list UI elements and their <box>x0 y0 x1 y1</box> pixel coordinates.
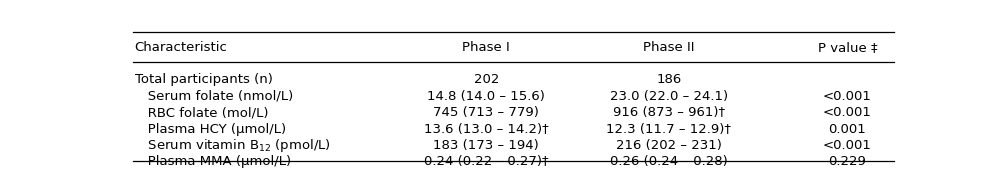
Text: 23.0 (22.0 – 24.1): 23.0 (22.0 – 24.1) <box>610 90 727 102</box>
Text: 186: 186 <box>656 73 681 86</box>
Text: 0.229: 0.229 <box>829 155 867 169</box>
Text: <0.001: <0.001 <box>823 106 872 119</box>
Text: P value ‡: P value ‡ <box>818 41 878 54</box>
Text: Characteristic: Characteristic <box>134 41 227 54</box>
Text: 916 (873 – 961)†: 916 (873 – 961)† <box>613 106 724 119</box>
Text: Plasma MMA (μmol/L): Plasma MMA (μmol/L) <box>134 155 291 169</box>
Text: 14.8 (14.0 – 15.6): 14.8 (14.0 – 15.6) <box>428 90 545 102</box>
Text: 12.3 (11.7 – 12.9)†: 12.3 (11.7 – 12.9)† <box>606 123 731 136</box>
Text: Serum folate (nmol/L): Serum folate (nmol/L) <box>134 90 293 102</box>
Text: Total participants (n): Total participants (n) <box>134 73 273 86</box>
Text: 183 (173 – 194): 183 (173 – 194) <box>434 139 539 152</box>
Text: 0.001: 0.001 <box>829 123 867 136</box>
Text: 0.24 (0.22 – 0.27)†: 0.24 (0.22 – 0.27)† <box>424 155 549 169</box>
Text: 202: 202 <box>474 73 499 86</box>
Text: <0.001: <0.001 <box>823 139 872 152</box>
Text: Phase II: Phase II <box>643 41 694 54</box>
Text: RBC folate (mol/L): RBC folate (mol/L) <box>134 106 269 119</box>
Text: 13.6 (13.0 – 14.2)†: 13.6 (13.0 – 14.2)† <box>424 123 549 136</box>
Text: <0.001: <0.001 <box>823 90 872 102</box>
Text: 0.26 (0.24 – 0.28): 0.26 (0.24 – 0.28) <box>610 155 727 169</box>
Text: Serum vitamin B$_{12}$ (pmol/L): Serum vitamin B$_{12}$ (pmol/L) <box>134 137 331 154</box>
Text: 216 (202 – 231): 216 (202 – 231) <box>616 139 721 152</box>
Text: 745 (713 – 779): 745 (713 – 779) <box>434 106 539 119</box>
Text: Phase I: Phase I <box>463 41 510 54</box>
Text: Plasma HCY (μmol/L): Plasma HCY (μmol/L) <box>134 123 286 136</box>
